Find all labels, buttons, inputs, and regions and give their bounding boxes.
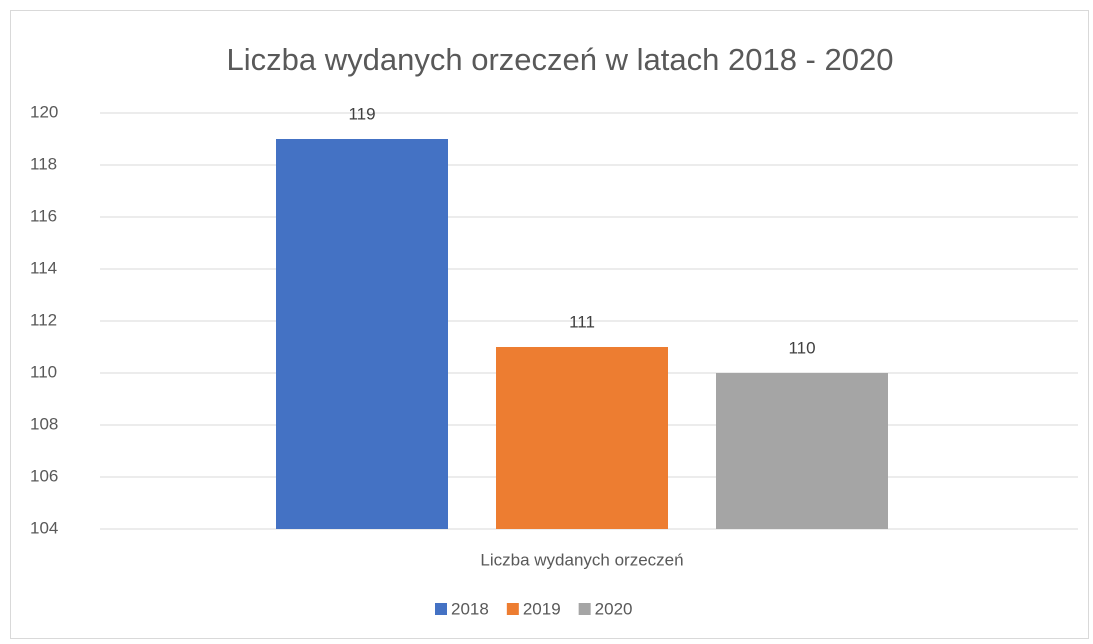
- chart-title: Liczba wydanych orzeczeń w latach 2018 -…: [227, 42, 894, 77]
- data-label: 119: [348, 104, 375, 123]
- legend-label: 2019: [523, 599, 561, 618]
- y-tick-label: 108: [30, 414, 58, 433]
- y-tick-label: 104: [30, 518, 58, 537]
- legend-swatch: [578, 603, 591, 615]
- legend-swatch: [435, 603, 447, 615]
- bar: [716, 373, 888, 529]
- y-tick-label: 118: [30, 154, 57, 173]
- legend-swatch: [506, 603, 519, 615]
- legend-label: 2018: [451, 599, 489, 618]
- bar: [276, 139, 448, 529]
- y-tick-label: 106: [30, 466, 58, 485]
- x-tick-label: Liczba wydanych orzeczeń: [480, 550, 683, 569]
- bar: [496, 347, 668, 529]
- y-tick-label: 112: [30, 310, 57, 329]
- legend-label: 2020: [595, 599, 633, 618]
- y-tick-label: 110: [30, 362, 57, 381]
- data-label: 111: [569, 312, 595, 331]
- y-tick-label: 120: [30, 102, 58, 121]
- y-tick-label: 114: [30, 258, 57, 277]
- y-tick-label: 116: [30, 206, 57, 225]
- data-label: 110: [788, 338, 815, 357]
- chart-border: [10, 10, 1089, 639]
